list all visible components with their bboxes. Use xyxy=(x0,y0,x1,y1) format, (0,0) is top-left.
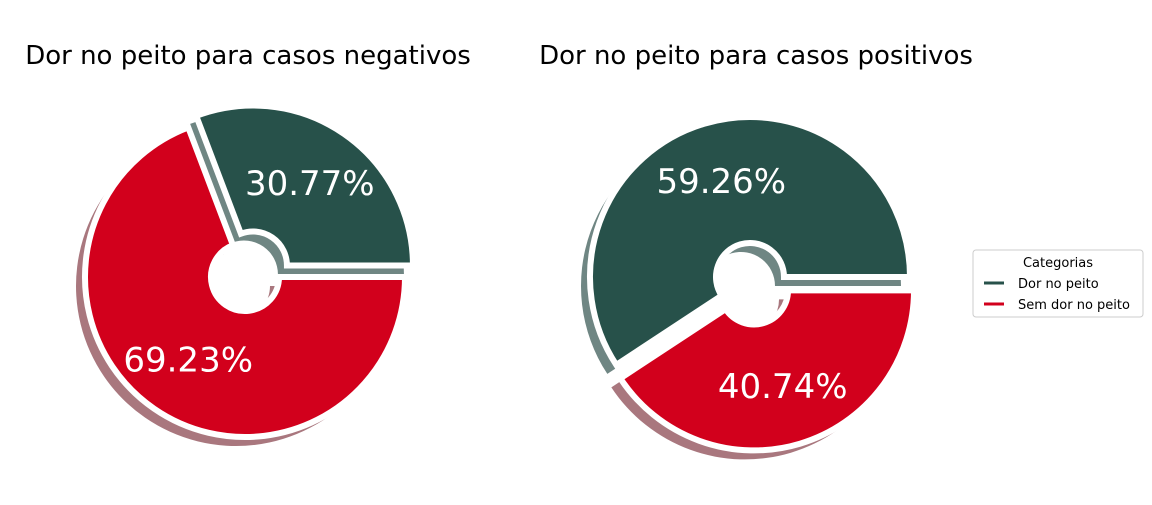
legend-frame xyxy=(972,249,1144,318)
pct-label-0-0: 30.77% xyxy=(245,164,375,204)
wedge-1-0 xyxy=(587,113,914,370)
pct-label-1-0: 59.26% xyxy=(656,162,786,202)
chart-right-title: Dor no peito para casos positivos xyxy=(539,41,973,71)
pct-label-1-1: 40.74% xyxy=(718,367,848,407)
chart-right: Dor no peito para casos positivos 59.26%… xyxy=(539,41,973,460)
legend-label-sem-dor: Sem dor no peito xyxy=(1018,298,1130,313)
wedge-1-1 xyxy=(616,287,918,454)
pie-right: 59.26% 40.74% xyxy=(581,113,918,460)
legend-title: Categorias xyxy=(1023,256,1093,271)
wedge-0-0 xyxy=(192,102,416,269)
wedge-0-1 xyxy=(82,123,409,440)
legend-label-dor: Dor no peito xyxy=(1018,277,1099,292)
chart-left-title: Dor no peito para casos negativos xyxy=(25,41,471,71)
pct-label-0-1: 69.23% xyxy=(123,340,253,380)
chart-left: Dor no peito para casos negativos 30.77%… xyxy=(25,41,471,447)
legend: Categorias Dor no peito Sem dor no peito xyxy=(972,249,1144,318)
pie-left: 30.77% 69.23% xyxy=(76,102,416,447)
